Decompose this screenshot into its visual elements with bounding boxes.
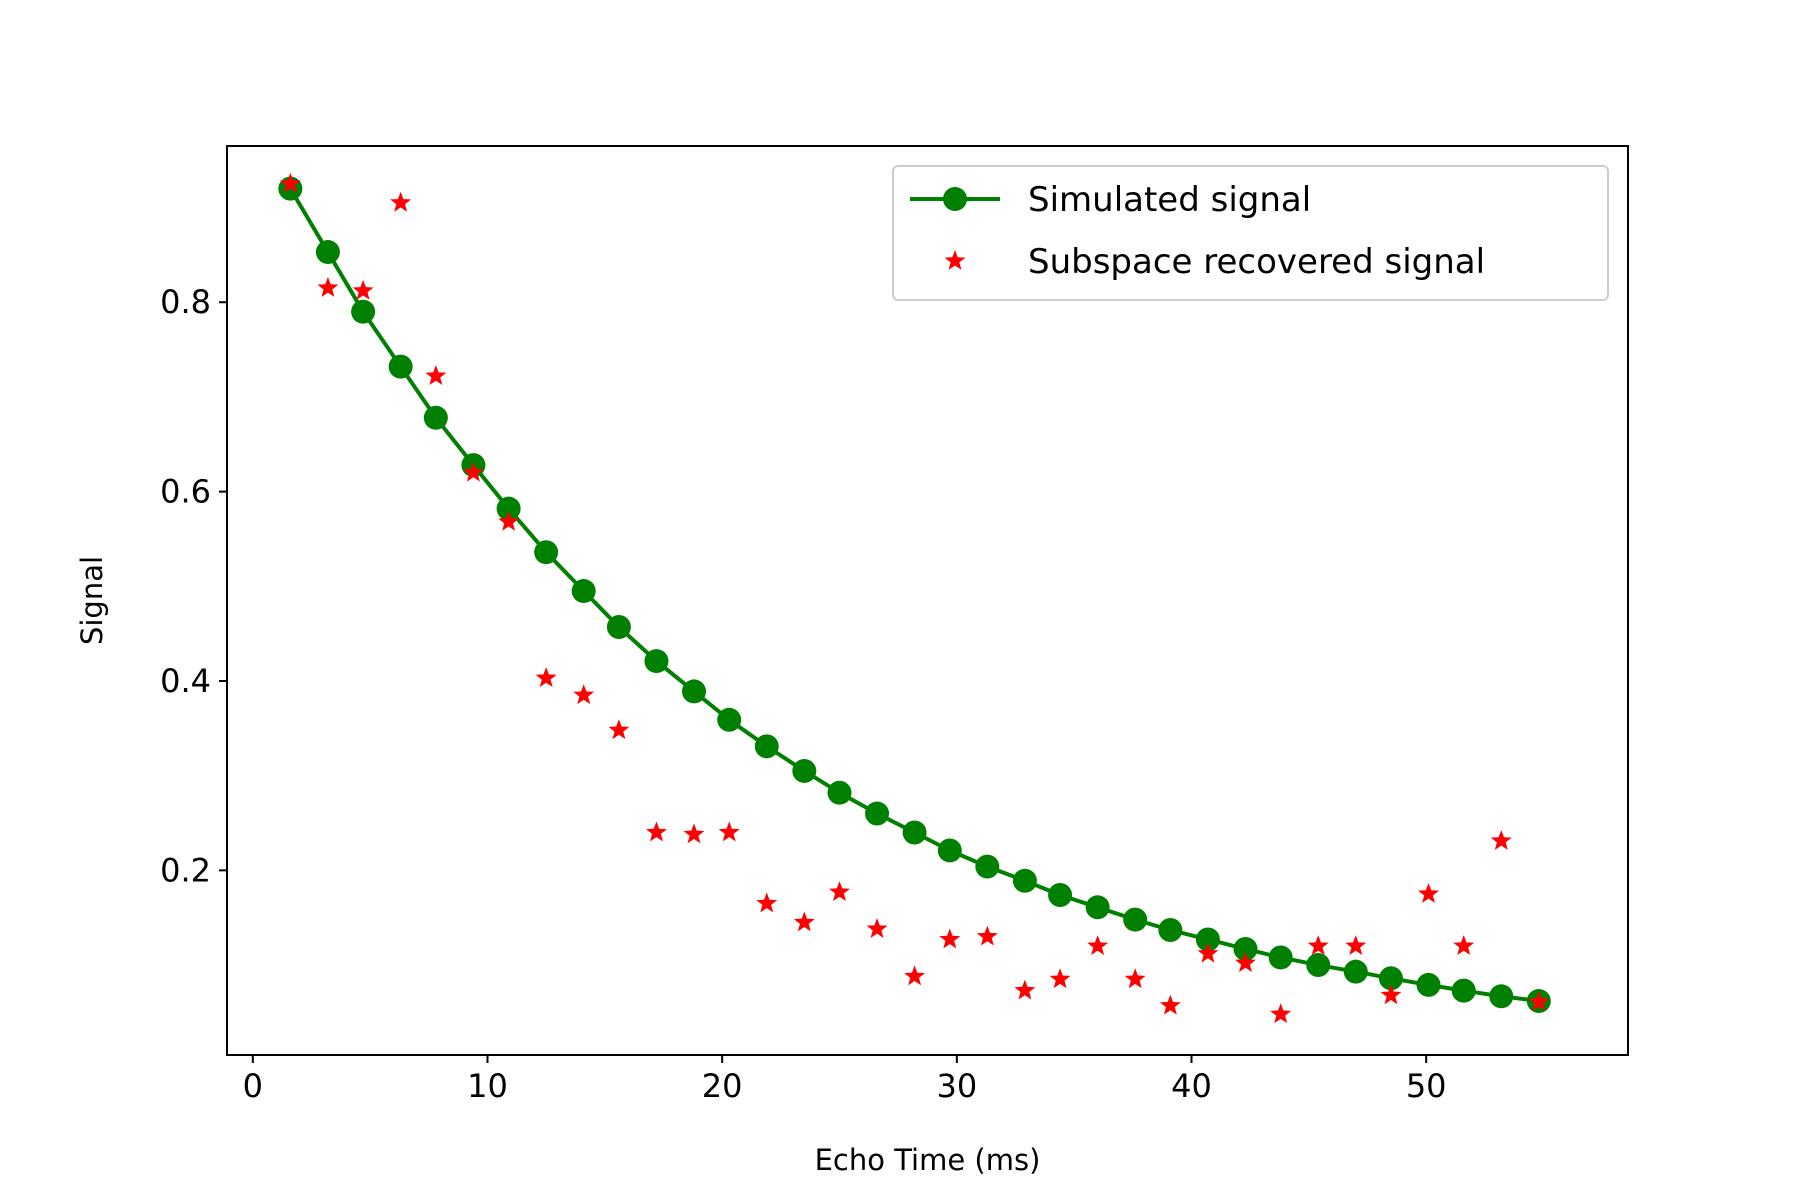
simulated-point-29 (1343, 959, 1368, 984)
recovered-point-24 (1159, 994, 1181, 1015)
recovered-point-30 (1380, 984, 1402, 1005)
legend-label-recovered: Subspace recovered signal (1028, 242, 1485, 282)
recovered-point-2 (352, 279, 374, 300)
recovered-point-9 (608, 719, 630, 740)
x-axis-label: Echo Time (ms) (815, 1143, 1041, 1177)
simulated-point-15 (827, 780, 852, 805)
simulated-point-17 (902, 820, 927, 845)
recovered-point-15 (829, 881, 850, 902)
recovered-point-25 (1197, 942, 1219, 963)
simulated-point-25 (1195, 927, 1220, 952)
recovered-point-8 (573, 684, 595, 705)
recovered-point-7 (535, 667, 557, 688)
simulated-point-16 (865, 801, 890, 826)
x-tick-label-2: 20 (702, 1067, 743, 1105)
legend-simulated-marker (943, 187, 967, 211)
x-tick-label-1: 10 (467, 1067, 508, 1105)
simulated-point-2 (351, 299, 376, 324)
simulated-point-10 (644, 649, 669, 674)
recovered-point-33 (1490, 830, 1512, 850)
simulated-point-23 (1123, 907, 1148, 932)
simulated-point-21 (1048, 882, 1073, 907)
simulated-point-9 (606, 615, 631, 640)
recovered-point-26 (1235, 952, 1256, 973)
axes: 0 10 20 30 40 50 0.2 0.4 0.6 0.8 (160, 145, 1629, 1105)
y-tick-label-2: 0.6 (160, 473, 211, 511)
recovered-point-10 (645, 821, 667, 842)
legend: Simulated signal Subspace recovered sign… (892, 165, 1609, 301)
simulated-point-18 (937, 838, 962, 863)
recovered-point-23 (1124, 968, 1146, 989)
simulated-point-4 (423, 405, 448, 430)
simulated-point-28 (1306, 953, 1331, 978)
simulated-point-7 (534, 540, 559, 565)
x-tick-label-3: 30 (936, 1067, 977, 1105)
recovered-point-20 (1014, 979, 1036, 1000)
recovered-point-5 (462, 461, 484, 482)
simulated-point-14 (792, 758, 817, 783)
recovered-point-12 (718, 821, 740, 842)
simulated-point-32 (1451, 978, 1476, 1003)
plot-frame (226, 145, 1629, 1056)
simulated-point-11 (682, 679, 706, 704)
recovered-point-27 (1270, 1003, 1292, 1024)
x-tick-label-0: 0 (243, 1067, 263, 1105)
plot-area (278, 172, 1551, 1024)
recovered-point-17 (904, 965, 926, 986)
y-axis-label: Signal (75, 556, 109, 645)
recovered-point-16 (866, 918, 888, 938)
simulated-point-3 (388, 354, 413, 379)
simulated-point-31 (1416, 972, 1441, 997)
x-tick-label-5: 50 (1406, 1067, 1447, 1105)
legend-frame (892, 165, 1609, 301)
recovered-point-11 (683, 823, 705, 844)
recovered-point-28 (1307, 935, 1329, 956)
simulated-point-20 (1012, 868, 1037, 893)
recovered-point-34 (1528, 990, 1550, 1011)
recovered-point-13 (756, 892, 778, 913)
legend-label-simulated: Simulated signal (1028, 180, 1311, 220)
recovered-point-6 (498, 510, 520, 531)
recovered-point-3 (390, 191, 412, 212)
recovered-point-14 (793, 911, 815, 932)
recovered-point-0 (279, 172, 301, 193)
simulated-point-1 (315, 240, 340, 265)
recovered-point-18 (939, 928, 961, 949)
y-tick-label-1: 0.4 (160, 662, 211, 700)
simulated-point-33 (1489, 984, 1514, 1009)
recovered-point-22 (1087, 935, 1109, 956)
simulated-point-24 (1158, 918, 1183, 943)
simulated-point-22 (1085, 895, 1110, 920)
simulated-point-27 (1268, 945, 1293, 970)
simulated-point-12 (717, 707, 742, 732)
simulated-point-6 (496, 496, 521, 521)
recovered-point-21 (1049, 968, 1071, 989)
simulated-point-30 (1378, 966, 1403, 991)
simulated-point-26 (1233, 936, 1258, 961)
simulated-point-19 (975, 854, 1000, 879)
x-tick-label-4: 40 (1171, 1067, 1212, 1105)
simulated-point-13 (754, 734, 779, 759)
recovered-point-29 (1345, 935, 1367, 956)
legend-recovered-marker (944, 250, 966, 270)
simulated-point-8 (571, 579, 596, 604)
recovered-point-31 (1418, 883, 1439, 903)
recovered-point-4 (425, 365, 447, 385)
y-tick-label-3: 0.8 (160, 283, 211, 321)
y-tick-label-0: 0.2 (160, 851, 211, 889)
recovered-point-19 (976, 925, 998, 946)
recovered-point-1 (317, 277, 339, 297)
recovered-point-32 (1453, 935, 1475, 956)
